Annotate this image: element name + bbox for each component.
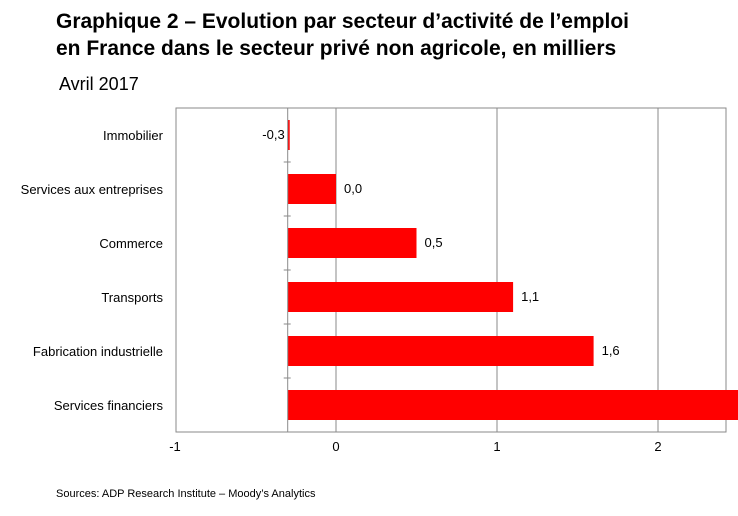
bar [287, 120, 290, 150]
source-note: Sources: ADP Research Institute – Moody’… [56, 488, 316, 500]
x-tick-label: 2 [654, 439, 661, 454]
data-label: 0,5 [425, 235, 443, 250]
category-label: Commerce [99, 236, 163, 251]
bar [287, 174, 336, 204]
plot-area-frame [175, 107, 727, 433]
chart-title: Graphique 2 – Evolution par secteur d’ac… [56, 8, 726, 62]
category-label: Services aux entreprises [21, 182, 164, 197]
chart-subtitle: Avril 2017 [59, 74, 139, 94]
bar [287, 282, 514, 312]
x-tick-label: -1 [169, 439, 181, 454]
data-label: 1,6 [602, 343, 620, 358]
data-label: -0,3 [262, 127, 284, 142]
bar [287, 228, 417, 258]
bar [287, 390, 738, 420]
data-label: 0,0 [344, 181, 362, 196]
category-label: Services financiers [54, 398, 164, 413]
x-tick-label: 1 [493, 439, 500, 454]
category-label: Fabrication industrielle [33, 344, 163, 359]
chart-title-line-1: Graphique 2 – Evolution par secteur d’ac… [56, 10, 629, 33]
chart-title-line-2: en France dans le secteur privé non agri… [56, 37, 617, 60]
x-tick-label: 0 [332, 439, 339, 454]
bar [287, 336, 594, 366]
category-label: Immobilier [103, 128, 164, 143]
category-label: Transports [101, 290, 163, 305]
data-label: 1,1 [521, 289, 539, 304]
